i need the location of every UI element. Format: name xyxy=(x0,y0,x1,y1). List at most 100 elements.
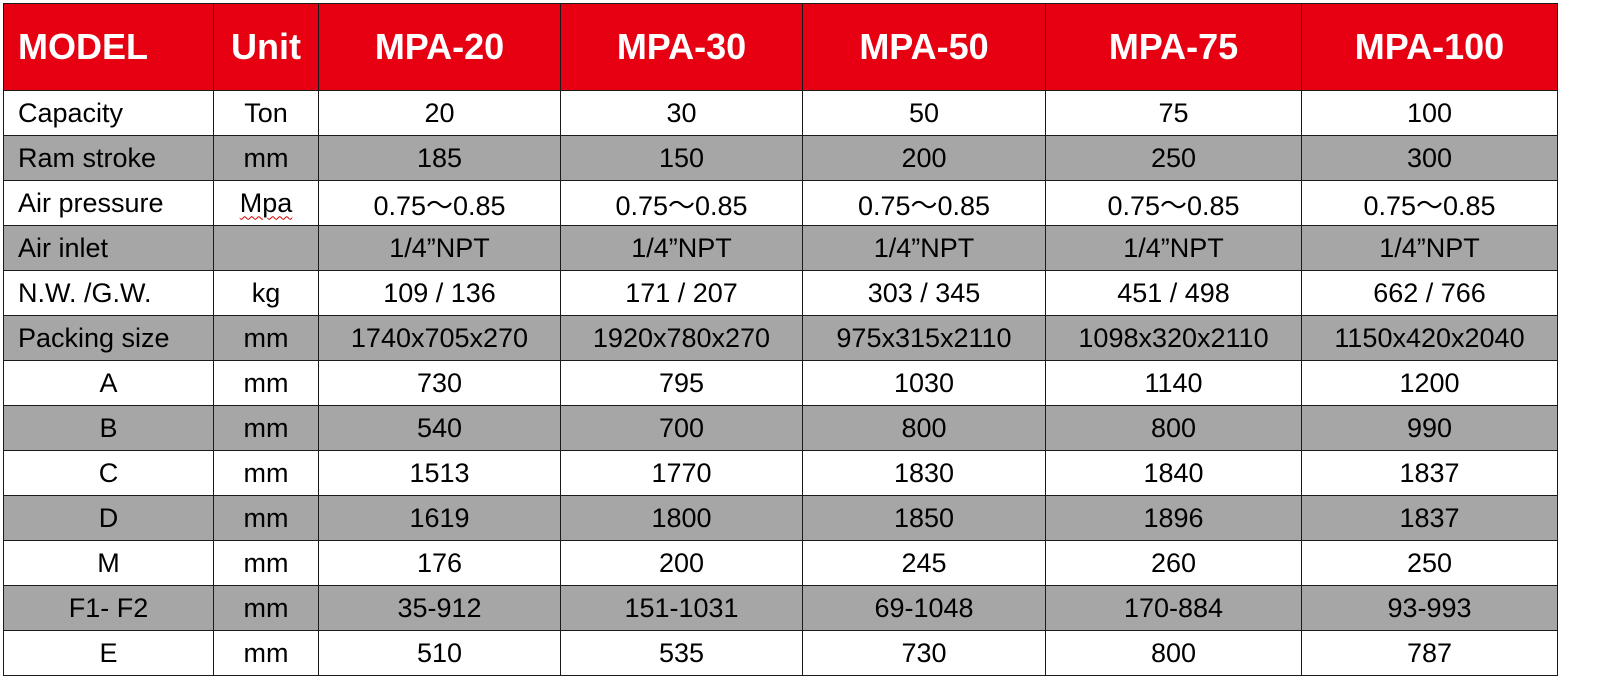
table-row: Air inlet 1/4”NPT 1/4”NPT 1/4”NPT 1/4”NPT 1/4… xyxy=(3,225,1558,271)
row-unit: kg xyxy=(213,270,319,316)
cell-value: 75 xyxy=(1045,90,1302,136)
row-label: Air inlet xyxy=(3,225,214,271)
row-unit: mm xyxy=(213,585,319,631)
row-unit: mm xyxy=(213,540,319,586)
cell-value: 540 xyxy=(318,405,561,451)
cell-value: 1920x780x270 xyxy=(560,315,803,361)
cell-value: 1837 xyxy=(1301,495,1558,541)
row-unit: Mpa xyxy=(213,180,319,226)
spec-table-container: MODEL Unit MPA-20 MPA-30 MPA-50 MPA-75 M… xyxy=(3,3,1558,676)
cell-value: 1200 xyxy=(1301,360,1558,406)
row-label: Air pressure xyxy=(3,180,214,226)
cell-value: 0.75～0.85 xyxy=(318,180,561,226)
cell-value: 30 xyxy=(560,90,803,136)
model-mpa-30-header: MPA-30 xyxy=(560,3,803,91)
cell-value: 100 xyxy=(1301,90,1558,136)
table-row: Air pressure Mpa 0.75～0.85 0.75～0.85 0.75～0.… xyxy=(3,180,1558,226)
cell-value: 300 xyxy=(1301,135,1558,181)
model-mpa-20-header: MPA-20 xyxy=(318,3,561,91)
row-unit: Ton xyxy=(213,90,319,136)
row-label: Capacity xyxy=(3,90,214,136)
row-unit: mm xyxy=(213,315,319,361)
row-label: A xyxy=(3,360,214,406)
cell-value: 50 xyxy=(802,90,1046,136)
cell-value: 1/4”NPT xyxy=(802,225,1046,271)
cell-value: 93-993 xyxy=(1301,585,1558,631)
spec-table: MODEL Unit MPA-20 MPA-30 MPA-50 MPA-75 M… xyxy=(3,3,1558,676)
row-label: F1- F2 xyxy=(3,585,214,631)
cell-value: 800 xyxy=(802,405,1046,451)
cell-value: 35-912 xyxy=(318,585,561,631)
cell-value: 69-1048 xyxy=(802,585,1046,631)
table-row: Packing size mm 1740x705x270 1920x780x270 97… xyxy=(3,315,1558,361)
unit-text-spellcheck: Mpa xyxy=(239,187,293,218)
cell-value: 510 xyxy=(318,630,561,676)
table-row: Capacity Ton 20 30 50 75 100 xyxy=(3,90,1558,136)
cell-value: 1/4”NPT xyxy=(318,225,561,271)
cell-value: 0.75～0.85 xyxy=(802,180,1046,226)
cell-value: 0.75～0.85 xyxy=(560,180,803,226)
row-label: B xyxy=(3,405,214,451)
unit-header: Unit xyxy=(213,3,319,91)
cell-value: 1/4”NPT xyxy=(560,225,803,271)
cell-value: 1850 xyxy=(802,495,1046,541)
cell-value: 303 / 345 xyxy=(802,270,1046,316)
row-unit xyxy=(213,225,319,271)
model-mpa-100-header: MPA-100 xyxy=(1301,3,1558,91)
header-row: MODEL Unit MPA-20 MPA-30 MPA-50 MPA-75 M… xyxy=(3,3,1558,91)
cell-value: 170-884 xyxy=(1045,585,1302,631)
cell-value: 0.75～0.85 xyxy=(1301,180,1558,226)
cell-value: 787 xyxy=(1301,630,1558,676)
cell-value: 451 / 498 xyxy=(1045,270,1302,316)
cell-value: 1098x320x2110 xyxy=(1045,315,1302,361)
cell-value: 200 xyxy=(560,540,803,586)
row-label: Packing size xyxy=(3,315,214,361)
cell-value: 1030 xyxy=(802,360,1046,406)
cell-value: 1140 xyxy=(1045,360,1302,406)
cell-value: 109 / 136 xyxy=(318,270,561,316)
row-label: C xyxy=(3,450,214,496)
cell-value: 795 xyxy=(560,360,803,406)
cell-value: 1/4”NPT xyxy=(1301,225,1558,271)
cell-value: 800 xyxy=(1045,405,1302,451)
model-header: MODEL xyxy=(3,3,214,91)
cell-value: 1840 xyxy=(1045,450,1302,496)
row-unit: mm xyxy=(213,450,319,496)
model-mpa-75-header: MPA-75 xyxy=(1045,3,1302,91)
cell-value: 1513 xyxy=(318,450,561,496)
cell-value: 662 / 766 xyxy=(1301,270,1558,316)
cell-value: 730 xyxy=(802,630,1046,676)
cell-value: 245 xyxy=(802,540,1046,586)
cell-value: 1619 xyxy=(318,495,561,541)
cell-value: 1/4”NPT xyxy=(1045,225,1302,271)
row-unit: mm xyxy=(213,135,319,181)
table-row: N.W. /G.W. kg 109 / 136 171 / 207 303 / 345 4… xyxy=(3,270,1558,316)
cell-value: 990 xyxy=(1301,405,1558,451)
cell-value: 250 xyxy=(1301,540,1558,586)
cell-value: 171 / 207 xyxy=(560,270,803,316)
cell-value: 260 xyxy=(1045,540,1302,586)
cell-value: 20 xyxy=(318,90,561,136)
cell-value: 185 xyxy=(318,135,561,181)
cell-value: 730 xyxy=(318,360,561,406)
row-unit: mm xyxy=(213,405,319,451)
cell-value: 176 xyxy=(318,540,561,586)
row-unit: mm xyxy=(213,360,319,406)
cell-value: 0.75～0.85 xyxy=(1045,180,1302,226)
row-label: E xyxy=(3,630,214,676)
row-unit: mm xyxy=(213,630,319,676)
table-row: Ram stroke mm 185 150 200 250 300 xyxy=(3,135,1558,181)
cell-value: 800 xyxy=(1045,630,1302,676)
cell-value: 1740x705x270 xyxy=(318,315,561,361)
cell-value: 700 xyxy=(560,405,803,451)
cell-value: 250 xyxy=(1045,135,1302,181)
cell-value: 975x315x2110 xyxy=(802,315,1046,361)
cell-value: 200 xyxy=(802,135,1046,181)
cell-value: 1150x420x2040 xyxy=(1301,315,1558,361)
